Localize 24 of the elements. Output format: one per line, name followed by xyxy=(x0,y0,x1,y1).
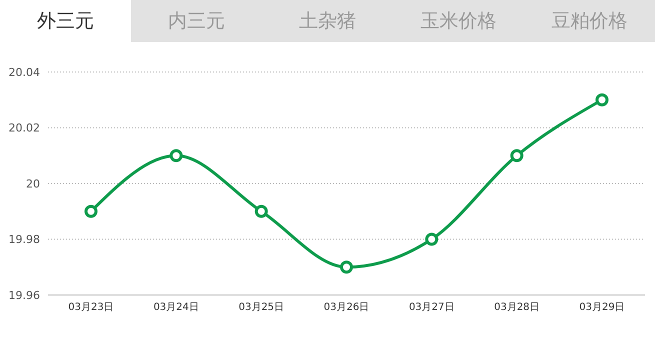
y-tick-label: 20 xyxy=(26,177,40,190)
text: 内三元 xyxy=(131,0,262,42)
text: 外三元 xyxy=(0,0,131,42)
x-tick-label: 03月24日 xyxy=(153,302,199,314)
y-tick-label: 20.04 xyxy=(8,66,40,79)
text: 玉米价格 xyxy=(393,0,524,42)
point xyxy=(510,149,524,162)
x-tick-label: 03月29日 xyxy=(579,302,625,314)
x-tick-label: 03月26日 xyxy=(324,302,370,314)
y-tick-label: 20.02 xyxy=(8,122,40,135)
x-tick-label: 03月25日 xyxy=(238,302,284,314)
x-tick-label: 03月23日 xyxy=(68,302,114,314)
point xyxy=(340,260,353,274)
text: 土杂猪 xyxy=(262,0,393,42)
point xyxy=(254,204,268,218)
x-tick-label: 03月28日 xyxy=(494,302,540,314)
text: 豆粕价格 xyxy=(524,0,655,42)
point xyxy=(84,204,98,218)
y-tick-label: 19.98 xyxy=(8,233,40,246)
point xyxy=(170,149,183,162)
point xyxy=(425,232,438,246)
y-tick-label: 19.96 xyxy=(8,288,40,302)
x-tick-label: 03月27日 xyxy=(408,302,454,314)
point xyxy=(596,93,608,106)
